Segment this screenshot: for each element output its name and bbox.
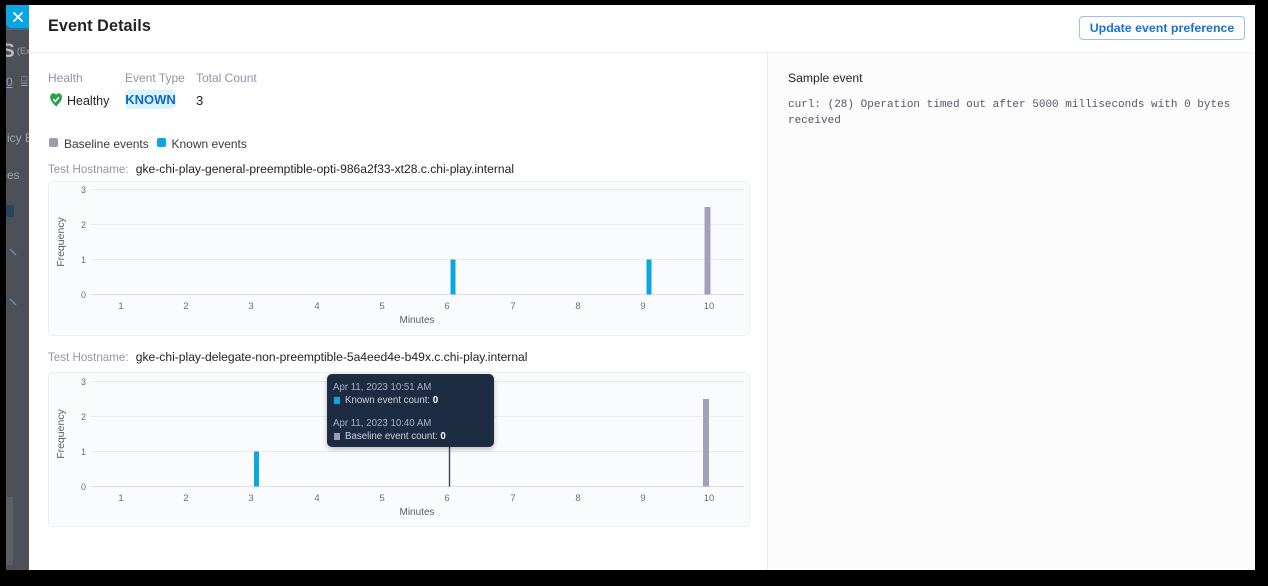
svg-text:6: 6 [444, 301, 449, 312]
svg-text:3: 3 [248, 493, 253, 504]
svg-text:10: 10 [704, 301, 715, 312]
svg-text:2: 2 [183, 493, 188, 504]
svg-text:2: 2 [81, 220, 86, 230]
svg-text:3: 3 [248, 301, 253, 312]
svg-text:1: 1 [118, 301, 123, 312]
svg-text:Minutes: Minutes [399, 507, 434, 518]
svg-text:Minutes: Minutes [399, 315, 434, 326]
svg-text:Frequency: Frequency [55, 216, 67, 266]
svg-text:7: 7 [510, 493, 515, 504]
svg-text:0: 0 [81, 290, 86, 300]
svg-text:5: 5 [379, 301, 384, 312]
svg-text:8: 8 [575, 493, 580, 504]
svg-text:2: 2 [81, 412, 86, 422]
svg-text:9: 9 [640, 493, 645, 504]
svg-text:10: 10 [704, 493, 715, 504]
svg-text:Frequency: Frequency [55, 408, 67, 458]
svg-text:5: 5 [379, 493, 384, 504]
svg-text:1: 1 [118, 493, 123, 504]
svg-text:4: 4 [314, 493, 319, 504]
svg-text:0: 0 [81, 482, 86, 492]
svg-text:2: 2 [183, 301, 188, 312]
svg-text:3: 3 [81, 377, 86, 387]
svg-text:3: 3 [81, 185, 86, 195]
svg-text:9: 9 [640, 301, 645, 312]
svg-text:8: 8 [575, 301, 580, 312]
svg-text:6: 6 [444, 493, 449, 504]
svg-text:1: 1 [81, 447, 86, 457]
svg-text:4: 4 [314, 301, 319, 312]
svg-text:7: 7 [510, 301, 515, 312]
svg-text:1: 1 [81, 255, 86, 265]
